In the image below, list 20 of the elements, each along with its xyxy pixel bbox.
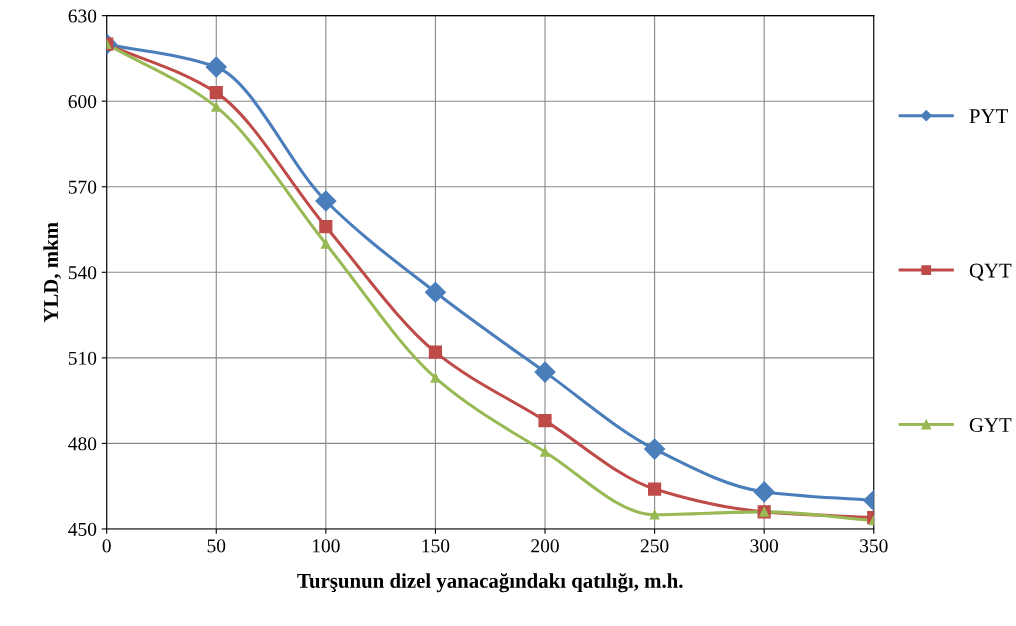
x-tick-label: 0 — [102, 539, 111, 553]
y-tick-label: 510 — [68, 351, 97, 365]
legend-label: QYT — [969, 263, 1012, 281]
y-tick-label: 570 — [68, 180, 97, 194]
legend-label: PYT — [969, 109, 1008, 123]
x-axis-title: Turşunun dizel yanacağındakı qatılığı, m.h. — [297, 572, 683, 593]
x-tick-label: 150 — [422, 539, 450, 553]
y-tick-label: 450 — [68, 522, 97, 536]
x-tick-label: 350 — [860, 539, 888, 553]
y-tick-label: 480 — [68, 437, 97, 451]
y-tick-label: 540 — [68, 266, 97, 280]
y-tick-label: 630 — [68, 9, 97, 23]
x-tick-label: 100 — [312, 539, 340, 553]
legend-label: GYT — [969, 418, 1012, 433]
x-tick-label: 200 — [531, 539, 559, 553]
x-tick-label: 50 — [207, 539, 226, 553]
y-tick-label: 600 — [68, 95, 97, 109]
y-axis-title: YLD, mkm — [43, 222, 62, 323]
x-tick-label: 300 — [750, 539, 779, 553]
x-tick-label: 250 — [640, 539, 669, 553]
